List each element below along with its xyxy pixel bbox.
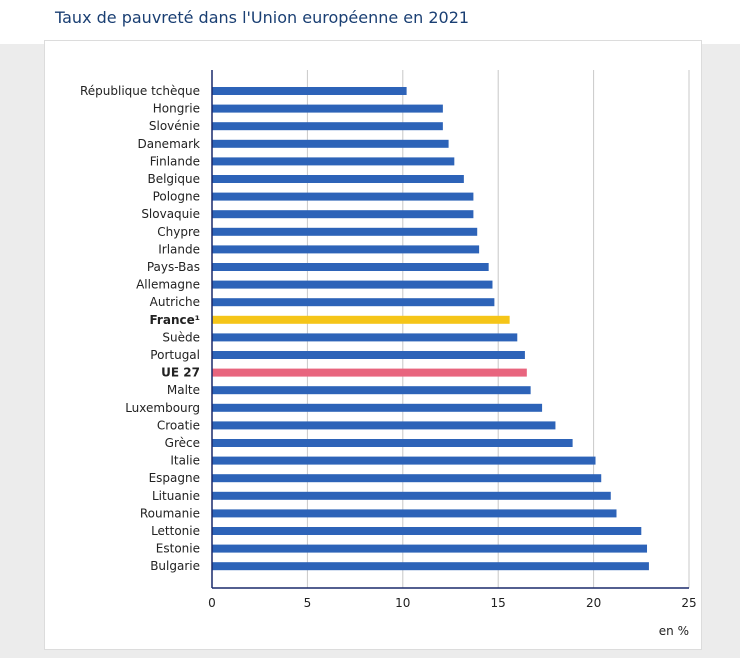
category-label: Lituanie (152, 489, 200, 503)
category-label: Roumanie (140, 506, 200, 520)
category-label: Luxembourg (125, 401, 200, 415)
bar (212, 87, 407, 95)
bar (212, 280, 493, 289)
x-tick-label: 5 (304, 596, 312, 610)
chart-card: République tchèque Hongrie Slovénie Danemar… (44, 40, 702, 650)
bar (212, 210, 474, 219)
category-label: Portugal (150, 348, 200, 362)
x-tick-label: 10 (395, 596, 410, 610)
category-label: Suède (162, 330, 200, 344)
x-tick-label: 15 (491, 596, 506, 610)
bar (212, 474, 602, 483)
x-unit-label: en % (659, 624, 689, 638)
bar-chart: République tchèque Hongrie Slovénie Danemar… (80, 70, 697, 638)
category-label: Bulgarie (150, 559, 200, 573)
chart-title: Taux de pauvreté dans l'Union européenne… (55, 8, 470, 27)
category-label: Grèce (165, 436, 200, 450)
bar (212, 421, 556, 430)
category-label: Slovaquie (141, 207, 200, 221)
category-label: Croatie (157, 418, 200, 432)
bar (212, 351, 525, 359)
x-tick-label: 0 (208, 596, 216, 610)
category-label: Autriche (150, 295, 200, 309)
bar (212, 562, 649, 571)
category-label: Slovénie (149, 119, 200, 133)
category-label: Estonie (156, 542, 200, 556)
bar (212, 527, 642, 535)
category-label: Danemark (137, 137, 200, 151)
category-label: Belgique (147, 172, 200, 186)
category-label: UE 27 (161, 366, 200, 380)
bar (212, 403, 543, 412)
bar (212, 104, 443, 113)
category-label: Chypre (157, 225, 200, 239)
category-label: Irlande (158, 242, 200, 256)
category-label: République tchèque (80, 84, 200, 98)
bar (212, 368, 527, 377)
category-label: Malte (167, 383, 200, 397)
bar (212, 298, 495, 307)
bar (212, 491, 611, 500)
bar (212, 456, 596, 465)
category-label: France¹ (150, 313, 201, 327)
category-label: Finlande (150, 154, 200, 168)
category-label: Pologne (153, 190, 200, 204)
x-tick-label: 20 (586, 596, 601, 610)
bar (212, 263, 489, 271)
category-label: Espagne (149, 471, 200, 485)
category-label: Allemagne (136, 278, 200, 292)
bar (212, 227, 478, 236)
bar (212, 439, 573, 447)
bar (212, 333, 518, 342)
bar (212, 192, 474, 201)
category-label: Hongrie (153, 102, 200, 116)
bar (212, 509, 617, 518)
bar (212, 245, 480, 254)
bar (212, 157, 455, 166)
bar (212, 386, 531, 395)
bar (212, 315, 510, 324)
header: Taux de pauvreté dans l'Union européenne… (0, 0, 740, 44)
category-label: Pays-Bas (147, 260, 200, 274)
category-label: Italie (170, 454, 200, 468)
bar (212, 544, 648, 553)
bar (212, 122, 443, 131)
category-label: Lettonie (151, 524, 200, 538)
x-tick-label: 25 (681, 596, 696, 610)
bar (212, 139, 449, 148)
bar (212, 175, 464, 183)
